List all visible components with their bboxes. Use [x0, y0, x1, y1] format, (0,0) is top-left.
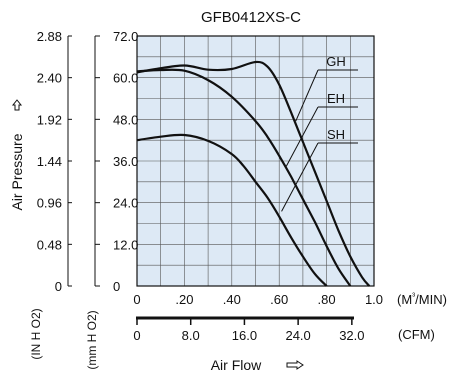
- x-tick-label: 0: [133, 292, 140, 307]
- series-lines: [136, 60, 371, 287]
- annotation-leader: [295, 69, 319, 122]
- y-tick-label-in: 2.40: [37, 71, 62, 86]
- x-axis-label: Air Flow: [211, 357, 262, 373]
- x-tick-label: .60: [270, 292, 288, 307]
- left-unit-label: (IN H O2): [29, 308, 43, 359]
- y-tick-label-mm: 72.0: [113, 29, 138, 44]
- y-tick-label-in: 0.48: [37, 237, 62, 252]
- annotation-leader: [285, 106, 319, 167]
- x-tick-label: 1.0: [365, 292, 383, 307]
- series-line-sh: [136, 133, 328, 287]
- x2-tick-label: 16.0: [232, 328, 257, 343]
- right-arrow-icon: [286, 360, 304, 370]
- y-tick-label-mm: 36.0: [113, 154, 138, 169]
- annotation-label-sh: SH: [327, 127, 345, 142]
- x2-unit-label: (CFM): [398, 327, 435, 342]
- grid-lines: [137, 36, 374, 286]
- x2-tick-label: 32.0: [339, 328, 364, 343]
- plot-frame: [136, 35, 375, 287]
- inner-unit-label: (mm H O2): [85, 310, 99, 369]
- series-line-gh: [136, 60, 371, 287]
- annotation-label-eh: EH: [327, 91, 345, 106]
- y-tick-label-mm: 0: [113, 279, 120, 294]
- x2-tick-label: 24.0: [285, 328, 310, 343]
- y-tick-label-mm: 48.0: [113, 112, 138, 127]
- x-unit-label: (M³/MIN): [397, 291, 447, 307]
- x2-tick-label: 0: [133, 328, 140, 343]
- y-tick-label-in: 1.92: [37, 112, 62, 127]
- y-tick-label-in: 2.88: [37, 29, 62, 44]
- series-annotations: GH EH SH: [281, 54, 358, 212]
- y-tick-label-in: 0: [55, 279, 62, 294]
- y-tick-label-mm: 24.0: [113, 196, 138, 211]
- annotation-leader: [281, 142, 319, 212]
- y-tick-label-mm: 60.0: [113, 71, 138, 86]
- x-tick-label: .20: [175, 292, 193, 307]
- y-tick-label-in: 0.96: [37, 196, 62, 211]
- x2-tick-label: 8.0: [182, 328, 200, 343]
- chart-title: GFB0412XS-C: [201, 9, 301, 26]
- series-line-eh: [136, 68, 352, 287]
- y-axis-label: Air Pressure: [9, 133, 25, 210]
- up-arrow-icon: [11, 99, 23, 111]
- tick-labels: 0 12.0 24.0 36.0 48.0 60.0 72.0 0 0.48 0.96 1.44 1.…: [37, 29, 383, 343]
- x-tick-label: .40: [223, 292, 241, 307]
- annotation-label-gh: GH: [326, 54, 346, 69]
- x-tick-label: .80: [318, 292, 336, 307]
- y-tick-label-in: 1.44: [37, 154, 62, 169]
- axes: [67, 35, 354, 325]
- y-tick-label-mm: 12.0: [113, 237, 138, 252]
